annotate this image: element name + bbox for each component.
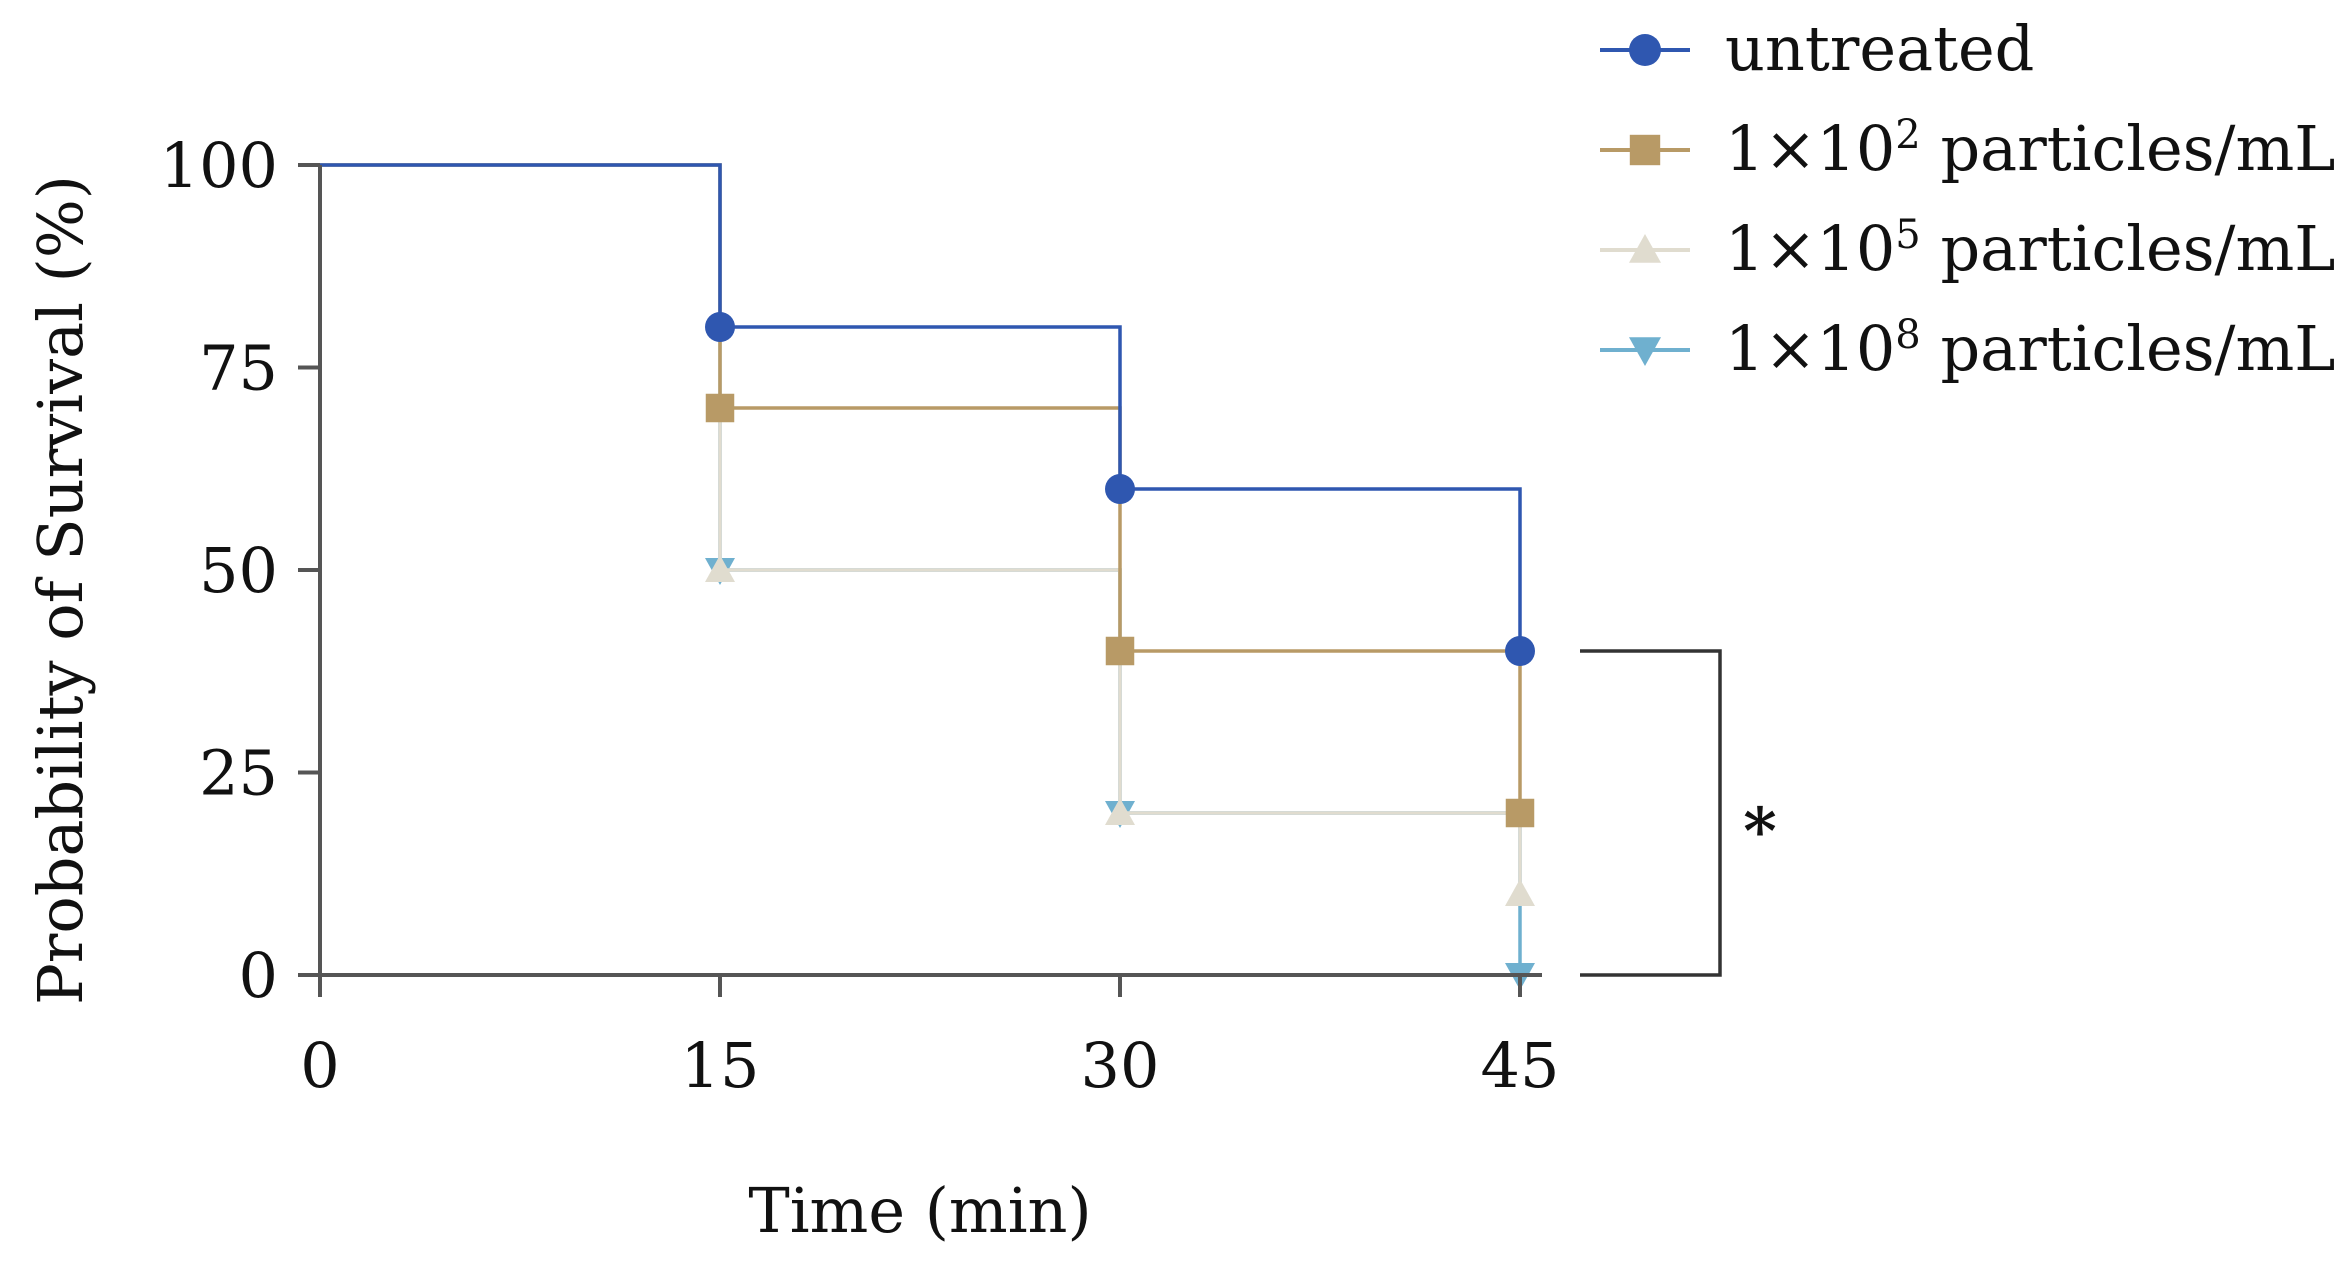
data-point xyxy=(705,555,735,582)
series-line xyxy=(320,163,1522,651)
y-tick-label: 75 xyxy=(199,332,278,405)
legend-marker xyxy=(1629,34,1661,66)
legend-item-1: untreated xyxy=(1600,12,2034,85)
x-tick-label: 45 xyxy=(1481,1029,1560,1102)
y-tick-label: 25 xyxy=(199,737,278,810)
data-point xyxy=(705,393,735,423)
x-axis-title: Time (min) xyxy=(748,1174,1091,1247)
y-axis-title: Probability of Survival (%) xyxy=(24,175,97,1005)
significance-bracket xyxy=(1580,649,1722,977)
data-point xyxy=(1105,636,1135,666)
series-4 xyxy=(320,163,1535,990)
y-tick-label: 100 xyxy=(160,129,278,202)
legend-item-2: 1×102 particles/mL xyxy=(1600,112,2335,185)
legend-item-3: 1×105 particles/mL xyxy=(1600,212,2335,285)
data-point xyxy=(1105,798,1135,825)
data-point xyxy=(1105,474,1135,504)
significance-label: * xyxy=(1743,794,1776,869)
series-layer xyxy=(320,163,1535,990)
legend-marker xyxy=(1629,134,1661,166)
legend-marker xyxy=(1629,337,1661,366)
y-tick-label: 0 xyxy=(239,939,278,1012)
series-line xyxy=(320,163,1522,894)
legend: untreated 1×102 particles/mL 1×105 particl… xyxy=(1600,12,2335,385)
legend-label: 1×102 particles/mL xyxy=(1725,112,2335,185)
axes-layer: 0 25 50 75 100 0 15 30 45 xyxy=(160,129,1560,1102)
data-point xyxy=(705,312,735,342)
x-tick-label: 0 xyxy=(300,1029,339,1102)
legend-label: untreated xyxy=(1725,12,2034,85)
data-point xyxy=(1505,879,1535,906)
series-1 xyxy=(320,163,1535,666)
y-tick-label: 50 xyxy=(199,534,278,607)
legend-item-4: 1×108 particles/mL xyxy=(1600,312,2335,385)
legend-label: 1×108 particles/mL xyxy=(1725,312,2335,385)
series-2 xyxy=(320,163,1535,828)
data-point xyxy=(1505,636,1535,666)
legend-marker xyxy=(1629,234,1661,263)
x-tick-label: 30 xyxy=(1081,1029,1160,1102)
data-point xyxy=(1505,798,1535,828)
annotations: * xyxy=(1580,649,1777,977)
x-tick-label: 15 xyxy=(681,1029,760,1102)
series-3 xyxy=(320,163,1535,906)
legend-label: 1×105 particles/mL xyxy=(1725,212,2335,285)
